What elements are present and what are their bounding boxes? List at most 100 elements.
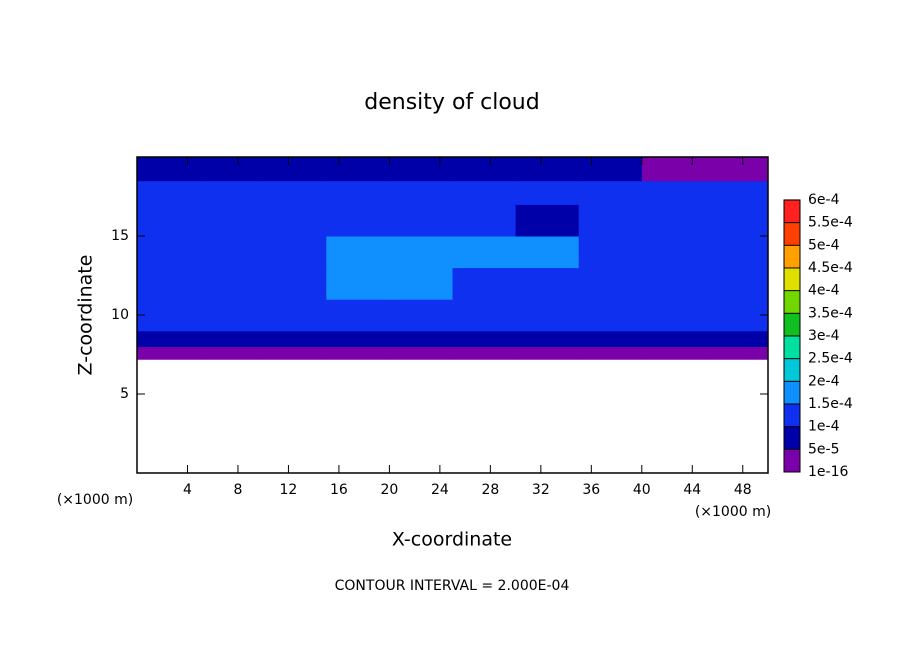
x-tick-label: 16	[330, 482, 348, 498]
y-tick-label: 10	[111, 307, 129, 323]
field-cell	[641, 157, 706, 182]
field-cell	[641, 236, 706, 269]
colorbar-label: 1e-16	[808, 464, 848, 480]
field-cell	[515, 299, 580, 332]
field-cell	[704, 267, 769, 300]
field-cell	[452, 346, 517, 360]
field-cell	[389, 157, 453, 182]
field-cell	[263, 236, 327, 269]
colorbar-label: 2.5e-4	[808, 351, 853, 367]
y-tick-label: 5	[120, 386, 129, 402]
x-axis-label: X-coordinate	[392, 529, 512, 551]
field-cell	[578, 299, 643, 332]
x-tick-label: 28	[481, 482, 499, 498]
field-cell	[389, 346, 453, 360]
colorbar-label: 5e-4	[808, 237, 840, 253]
field-cell	[641, 180, 706, 205]
field-cell	[200, 346, 264, 360]
field-cell	[263, 157, 327, 182]
colorbar-swatch	[784, 403, 800, 427]
field-cell	[704, 180, 769, 205]
colorbar-label: 5.5e-4	[808, 215, 853, 231]
field-cell	[137, 346, 201, 360]
field-cell	[326, 267, 390, 300]
field-cell	[389, 180, 453, 205]
field-cell	[578, 157, 643, 182]
field-cell	[389, 204, 453, 237]
colorbar-label: 4e-4	[808, 283, 840, 299]
field-cell	[641, 204, 706, 237]
field-cell	[704, 346, 769, 360]
x-tick-label: 4	[183, 482, 192, 498]
colorbar-swatch	[784, 199, 800, 223]
field-cell	[326, 330, 390, 348]
field-cell	[515, 157, 580, 182]
field-cell	[137, 330, 201, 348]
field-cell	[452, 236, 517, 269]
colorbar-swatch	[784, 358, 800, 382]
field-cell	[704, 299, 769, 332]
field-cell	[200, 299, 264, 332]
x-tick-label: 12	[280, 482, 298, 498]
colorbar-swatch	[784, 267, 800, 291]
field-cell	[326, 180, 390, 205]
field-cell	[704, 157, 769, 182]
colorbar-label: 2e-4	[808, 373, 840, 389]
colorbar-label: 1.5e-4	[808, 396, 853, 412]
field-cell	[578, 180, 643, 205]
field-cell	[704, 204, 769, 237]
field-cell	[263, 299, 327, 332]
field-cell	[578, 330, 643, 348]
field-cell	[200, 180, 264, 205]
x-tick-label: 20	[380, 482, 398, 498]
field-cell	[326, 157, 390, 182]
colorbar-swatch	[784, 449, 800, 472]
colorbar-label: 4.5e-4	[808, 260, 853, 276]
x-tick-label: 24	[431, 482, 449, 498]
x-unit: (×1000 m)	[695, 504, 771, 520]
colorbar-label: 5e-5	[808, 441, 839, 457]
colorbar-swatch	[784, 381, 800, 404]
colorbar-label: 6e-4	[808, 192, 840, 208]
field-cell	[263, 267, 327, 300]
field-cell	[452, 157, 517, 182]
colorbar-swatch	[784, 222, 800, 246]
field-cell	[515, 204, 580, 237]
x-unit: (×1000 m)	[57, 492, 133, 508]
field-cell	[452, 204, 517, 237]
field-cell	[452, 180, 517, 205]
field-cell	[326, 299, 390, 332]
field-cell	[263, 180, 327, 205]
colorbar-swatch	[784, 313, 800, 336]
colorbar-label: 1e-4	[808, 419, 840, 435]
x-tick-label: 40	[633, 482, 651, 498]
field-cell	[452, 330, 517, 348]
x-tick-label: 36	[582, 482, 600, 498]
x-tick-label: 44	[683, 482, 701, 498]
field-cell	[326, 236, 390, 269]
field-cell	[704, 236, 769, 269]
field-cell	[137, 267, 201, 300]
field-cell	[515, 180, 580, 205]
field-cell	[704, 330, 769, 348]
y-tick-label: 15	[111, 228, 129, 244]
x-tick-label: 8	[233, 482, 242, 498]
field-cell	[137, 299, 201, 332]
field-cell	[137, 204, 201, 237]
colorbar-swatch	[784, 290, 800, 314]
chart-title: density of cloud	[364, 90, 539, 115]
colorbar-label: 3e-4	[808, 328, 840, 344]
field-cell	[641, 330, 706, 348]
field-cell	[578, 204, 643, 237]
field-cell	[263, 346, 327, 360]
field-cell	[578, 267, 643, 300]
field-cell	[200, 236, 264, 269]
field-cell	[389, 330, 453, 348]
field-cell	[515, 330, 580, 348]
field-cell	[263, 204, 327, 237]
field-cell	[137, 157, 201, 182]
field-cell	[515, 346, 580, 360]
field-cell	[578, 346, 643, 360]
field-cell	[389, 299, 453, 332]
